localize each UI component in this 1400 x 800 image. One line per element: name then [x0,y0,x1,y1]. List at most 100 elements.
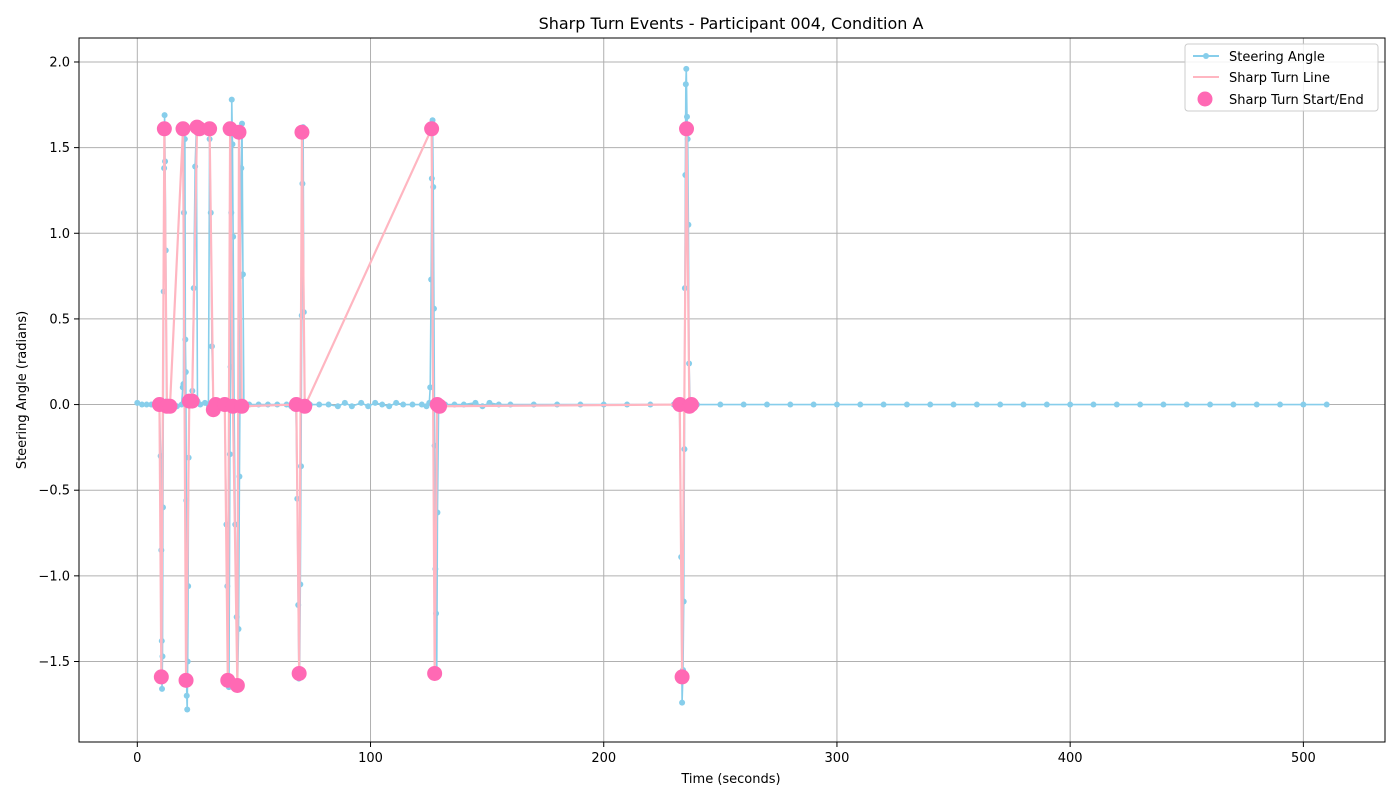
steering-angle-point [325,401,332,408]
steering-angle-point [679,699,686,706]
steering-angle-point [810,401,817,408]
x-tick-label: 0 [133,751,141,766]
steering-angle-point [682,81,689,88]
sharp-turn-marker [424,121,440,137]
steering-angle-point [1253,401,1260,408]
legend: Steering Angle Sharp Turn Line Sharp Tur… [1184,43,1379,112]
steering-angle-point [927,401,934,408]
y-tick-label: 2.0 [49,55,70,70]
legend-steering-marker [1203,53,1209,59]
axis-ticks: 0 100 200 300 400 500 −1.5 −1.0 −0.5 0.0 0.5 1.0 1.5… [38,55,1315,766]
x-axis-title: Time (seconds) [680,772,780,787]
x-tick-label: 400 [1058,751,1083,766]
steering-angle-point [358,399,365,406]
steering-angle-point [379,401,386,408]
steering-angle-point [1300,401,1307,408]
sharp-turn-marker [162,398,178,414]
y-tick-label: −1.0 [38,569,70,584]
steering-angle-point [409,401,416,408]
steering-angle-point [486,399,493,406]
plot-frame [78,37,1386,743]
sharp-turn-marker [178,672,194,688]
steering-angle-point [472,399,479,406]
steering-angle-point [348,403,355,410]
steering-angle-point [833,401,840,408]
sharp-turn-marker [202,121,218,137]
grid-lines [79,38,1385,742]
steering-angle-point [138,401,145,408]
steering-angle-point [228,96,235,103]
steering-angle-point [950,401,957,408]
steering-angle-point [183,692,190,699]
steering-angle-point [1230,401,1237,408]
steering-angle-point [683,113,690,120]
steering-angle-point [880,401,887,408]
sharp-turn-marker [294,124,310,140]
sharp-turn-marker [432,398,448,414]
sharp-turn-marker [175,121,191,137]
steering-angle-point [184,706,191,713]
y-tick-label: 0.5 [49,312,70,327]
steering-angle-point [1043,401,1050,408]
steering-angle-point [857,401,864,408]
y-tick-label: 0.0 [49,398,70,413]
steering-angle-point [997,401,1004,408]
x-tick-label: 200 [591,751,616,766]
steering-angle-point [683,65,690,72]
x-tick-label: 300 [825,751,850,766]
sharp-turn-marker [156,121,172,137]
plot-data [134,65,1330,713]
steering-angle-point [1183,401,1190,408]
legend-steering-label: Steering Angle [1229,50,1325,65]
steering-angle-point [1277,401,1284,408]
y-tick-label: −1.5 [38,655,70,670]
sharp-turn-marker [191,121,207,137]
steering-angle-point [334,403,341,410]
sharp-turn-marker [153,669,169,685]
sharp-turn-marker [229,677,245,693]
steering-angle-point [1067,401,1074,408]
steering-angle-point [143,401,150,408]
steering-angle-point [418,401,425,408]
steering-angle-point [393,399,400,406]
legend-start-end-marker [1197,91,1213,107]
steering-angle-point [763,401,770,408]
legend-box [1184,43,1379,112]
steering-angle-point [134,399,141,406]
sharp-turn-marker [679,121,695,137]
steering-angle-point [316,401,323,408]
sharp-turn-marker [674,669,690,685]
steering-angle-point [386,403,393,410]
steering-angle-point [159,685,166,692]
steering-angle-point [1160,401,1167,408]
steering-angle-point [341,399,348,406]
steering-angle-point [787,401,794,408]
steering-angle-point [400,401,407,408]
steering-angle-point [161,112,168,119]
steering-angle-point [1323,401,1330,408]
steering-angle-point [903,401,910,408]
steering-angle-point [1090,401,1097,408]
steering-angle-point [1113,401,1120,408]
steering-angle-point [365,403,372,410]
y-tick-label: −0.5 [38,484,70,499]
steering-angle-point [1020,401,1027,408]
x-tick-label: 500 [1291,751,1316,766]
steering-angle-point [427,384,434,391]
legend-sharp-label: Sharp Turn Line [1229,71,1330,86]
sharp-turn-marker [231,124,247,140]
sharp-turn-marker [234,398,250,414]
y-tick-label: 1.5 [49,141,70,156]
steering-angle-line [137,68,1327,711]
y-tick-label: 1.0 [49,227,70,242]
steering-angle-point [1207,401,1214,408]
x-tick-label: 100 [358,751,383,766]
chart-title: Sharp Turn Events - Participant 004, Con… [539,14,924,33]
y-axis-title: Steering Angle (radians) [15,311,30,469]
legend-start-end-label: Sharp Turn Start/End [1229,93,1364,108]
steering-angle-point [740,401,747,408]
sharp-turn-marker [184,393,200,409]
steering-angle-point [973,401,980,408]
